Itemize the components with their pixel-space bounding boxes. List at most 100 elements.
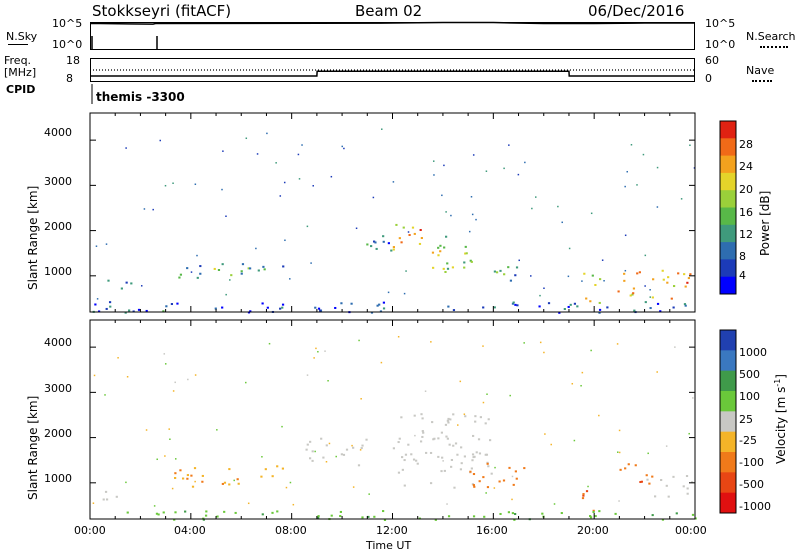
velocity-cell [656,371,658,373]
power-cell [310,262,312,264]
velocity-cell [367,515,370,518]
velocity-cell [193,467,197,470]
freq-label-1: Freq. [4,54,32,67]
power-cell [159,139,162,142]
power-cell [279,195,282,197]
power-cell [636,184,638,186]
power-cell [343,147,345,150]
power-cell [644,254,647,257]
velocity-cell [276,465,279,468]
velocity-cell [457,424,459,426]
velocity-cell [647,452,649,455]
power-cell [317,307,321,310]
power-cell [132,310,135,313]
velocity-cell [292,503,295,506]
velocity-cell [443,469,446,472]
velocity-cell [236,478,239,481]
velocity-cell [487,465,490,468]
velocity-cell [174,472,177,475]
power-cell [341,145,343,148]
velocity-cell [397,471,401,474]
velocity-cell [674,346,676,348]
power-cell [652,278,655,281]
power-colorbar [719,120,737,295]
velocity-cell [686,492,689,495]
xtick: 16:00 [476,524,508,537]
velocity-cell [145,429,148,431]
power-cell [408,234,411,237]
power-cell [576,305,579,308]
power-cell [281,303,285,306]
power-cell [282,265,285,268]
power-cell [403,292,406,295]
xtick: 08:00 [275,524,307,537]
power-cell [420,237,423,240]
velocity-cell [365,438,368,441]
velocity-cell [573,439,576,442]
power-cell [638,271,641,274]
power-colorbar-segment [720,224,736,243]
power-cell [256,153,259,155]
velocity-cell [470,467,473,470]
power-cell [493,270,497,273]
vel-cbar-tick: 100 [739,390,760,403]
power-cell [689,144,691,147]
velocity-cell [508,466,511,469]
power-cell [405,270,407,272]
power-cell [543,287,545,289]
vel-ytick-1000: 1000 [44,472,72,485]
power-cell [649,307,652,310]
velocity-cell [450,465,453,468]
power-cell [684,285,687,288]
velocity-cell [694,517,697,520]
power-cell [656,302,660,305]
cpid-value: themis -3300 [96,90,185,104]
velocity-cell [247,502,250,505]
power-cell [109,305,112,308]
power-cell [667,276,670,279]
velocity-cell [433,437,436,440]
velocity-cell [281,425,283,428]
power-cell [470,196,473,198]
power-cell [95,245,98,247]
velocity-cell [486,486,490,489]
power-cbar-tick: 24 [739,160,753,173]
velocity-cell [511,498,513,501]
power-cell [172,182,174,184]
power-cell [225,293,227,296]
velocity-cell [460,446,463,449]
power-cell [514,274,517,277]
velocity-cell [639,481,642,484]
velocity-cell [456,453,459,456]
power-cell [693,167,696,169]
velocity-cell [447,417,450,420]
power-cell [442,267,445,270]
velocity-cell [471,453,475,456]
power-cell [105,307,108,310]
velocity-cell [223,510,226,513]
power-cell [631,293,634,296]
velocity-cell [587,485,589,488]
power-cell [392,248,395,251]
velocity-cell [172,390,175,392]
velocity-cell [691,513,695,516]
power-cell [450,214,452,217]
velocity-cell [352,486,355,488]
velocity-cell [245,381,247,384]
power-cell [644,285,646,287]
power-cell [661,269,664,272]
velocity-cell [325,461,328,463]
power-cell [463,261,466,264]
vel-ytick-2000: 2000 [44,427,72,440]
velocity-cell [667,495,670,498]
velocity-panel [89,319,696,520]
velocity-cell [514,513,517,516]
power-cell [107,279,110,282]
power-cell [672,285,676,288]
power-cell [400,241,403,244]
power-cell [222,150,224,152]
power-cell [516,304,519,307]
velocity-cell [617,451,619,453]
power-cell [503,167,505,170]
power-cell [482,306,485,309]
